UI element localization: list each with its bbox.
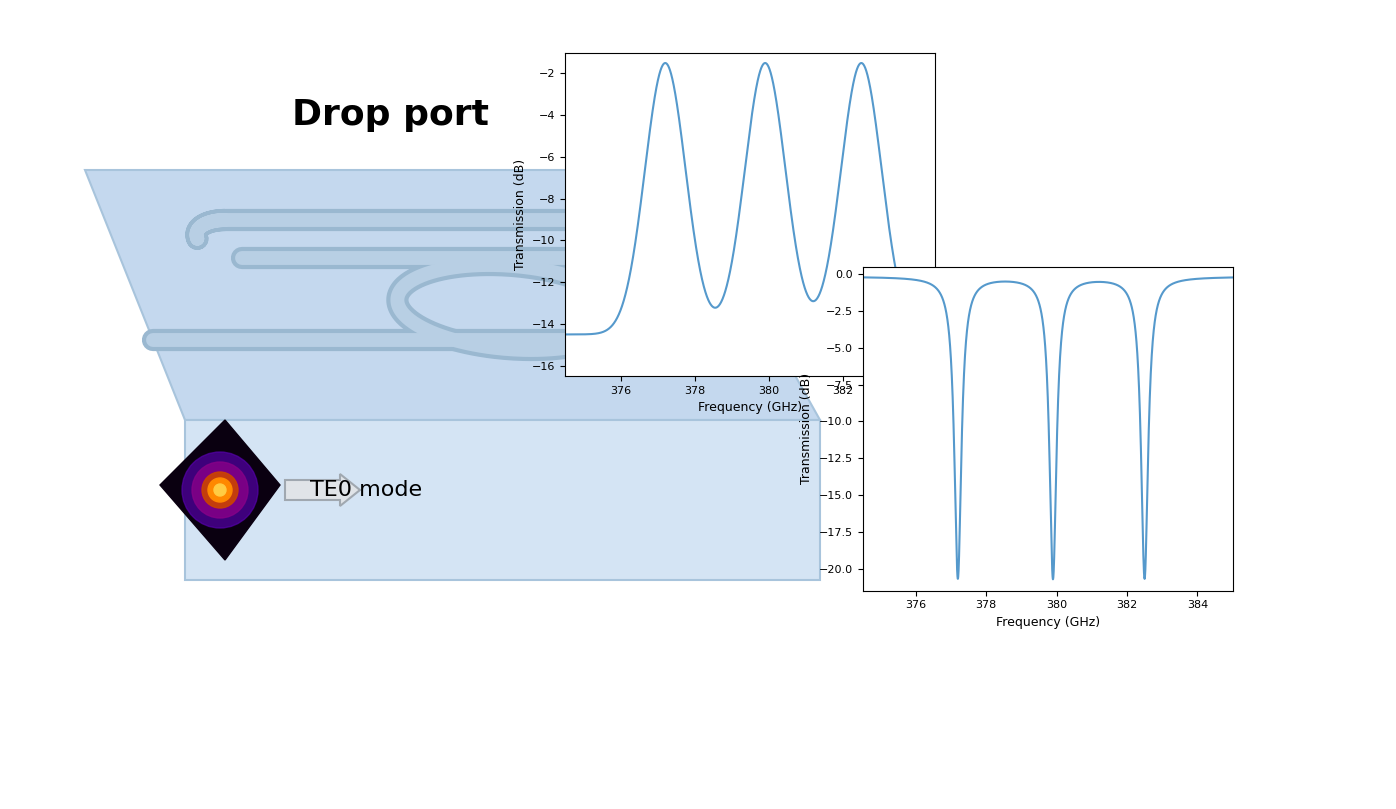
X-axis label: Frequency (GHz): Frequency (GHz) — [698, 401, 803, 414]
Text: Through port: Through port — [790, 313, 1054, 437]
Text: Drop port: Drop port — [292, 98, 489, 132]
X-axis label: Frequency (GHz): Frequency (GHz) — [995, 616, 1100, 629]
Polygon shape — [186, 420, 819, 580]
Polygon shape — [161, 420, 281, 560]
Text: TE0 mode: TE0 mode — [310, 480, 422, 500]
Circle shape — [202, 472, 237, 508]
Circle shape — [181, 452, 258, 528]
Circle shape — [214, 484, 226, 496]
FancyArrow shape — [285, 474, 360, 506]
Circle shape — [208, 478, 232, 502]
Y-axis label: Transmission (dB): Transmission (dB) — [800, 373, 814, 485]
Polygon shape — [85, 170, 819, 420]
Y-axis label: Transmission (dB): Transmission (dB) — [514, 159, 526, 270]
Circle shape — [193, 462, 248, 518]
